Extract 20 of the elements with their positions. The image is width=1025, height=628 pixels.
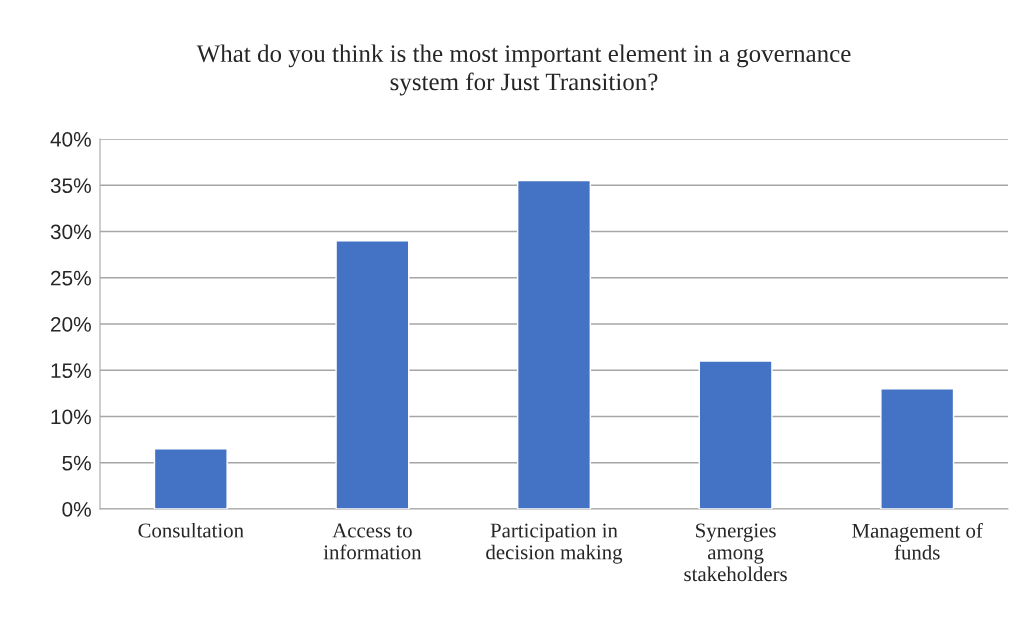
x-tick-label: Access to information bbox=[323, 523, 422, 560]
y-tick-label: 0% bbox=[62, 502, 91, 517]
y-tick-label: 30% bbox=[50, 224, 91, 240]
y-tick-label: 15% bbox=[51, 363, 91, 378]
x-tick-label: Synergies among stakeholders bbox=[684, 523, 787, 582]
y-tick-label: 10% bbox=[51, 409, 91, 425]
y-tick-label: 40% bbox=[50, 132, 91, 147]
bar bbox=[880, 388, 955, 509]
bar bbox=[516, 179, 592, 509]
y-tick-label: 20% bbox=[51, 317, 91, 332]
bar bbox=[698, 360, 773, 509]
y-tick-label: 25% bbox=[51, 270, 91, 286]
x-tick-label: Consultation bbox=[138, 522, 244, 538]
bar bbox=[335, 240, 410, 509]
x-tick-label: Participation in decision making bbox=[486, 523, 623, 564]
y-tick-label: 5% bbox=[62, 455, 91, 471]
x-tick-label: Management of funds bbox=[852, 522, 983, 560]
chart-title: What do you think is the most important element in a governance system for Just Transition? bbox=[196, 44, 851, 96]
bar bbox=[153, 448, 228, 509]
y-tick-label: 35% bbox=[50, 178, 91, 193]
